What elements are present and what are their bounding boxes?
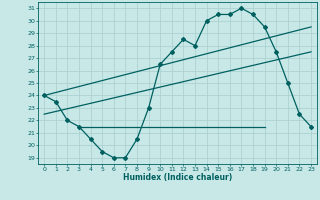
X-axis label: Humidex (Indice chaleur): Humidex (Indice chaleur) <box>123 173 232 182</box>
